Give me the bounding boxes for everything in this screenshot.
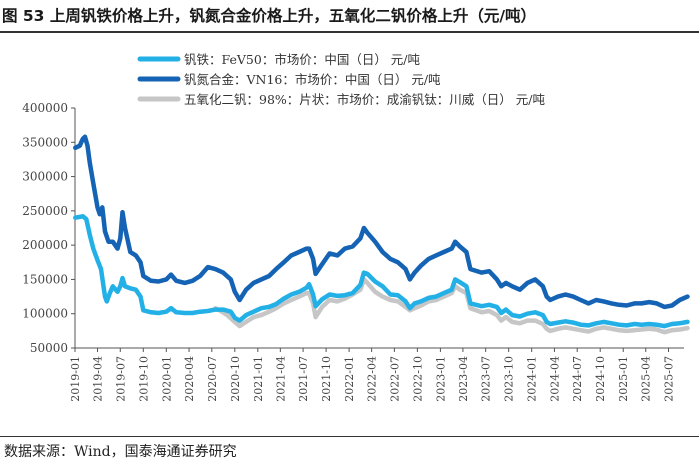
x-tick-label: 2024-04	[548, 356, 561, 402]
x-tick-label: 2024-07	[571, 356, 584, 402]
x-tick-label: 2024-10	[594, 356, 607, 402]
x-tick-label: 2020-07	[206, 356, 219, 402]
y-tick-label: 400000	[22, 101, 68, 115]
title-divider	[0, 31, 699, 33]
series-line-ferro_vanadium	[73, 214, 690, 329]
x-tick-label: 2022-07	[388, 356, 401, 402]
y-tick-label: 250000	[22, 204, 68, 218]
x-tick-label: 2022-10	[411, 356, 424, 402]
x-tick-label: 2022-01	[343, 356, 356, 402]
x-tick-label: 2023-01	[434, 356, 447, 402]
x-tick-label: 2021-10	[320, 356, 333, 402]
line-chart: 50000 100000 150000 200000 250000 300000 35000…	[22, 52, 690, 402]
x-tick-label: 2023-07	[480, 356, 493, 402]
x-tick-label: 2023-10	[503, 356, 516, 402]
series-line-v2o5	[213, 277, 690, 335]
x-tick-label: 2019-07	[114, 356, 127, 402]
x-tick-label: 2025-01	[617, 356, 630, 402]
x-tick-label: 2021-07	[297, 356, 310, 402]
y-tick-label: 350000	[22, 135, 68, 149]
y-tick-label: 200000	[22, 238, 68, 252]
source-note: 数据来源：Wind，国泰海通证券研究	[4, 444, 237, 460]
x-tick-label: 2019-10	[137, 356, 150, 402]
x-tick-label: 2020-01	[160, 356, 173, 402]
y-tick-label: 100000	[22, 307, 68, 321]
legend-label-v2o5: 五氧化二钒：98%：片状：市场价：成渝钒钛：川威（日） 元/吨	[184, 92, 545, 107]
x-tick-label: 2024-01	[526, 356, 539, 402]
page-title: 图 53 上周钒铁价格上升，钒氮合金价格上升，五氧化二钒价格上升（元/吨）	[2, 7, 537, 25]
y-tick-label: 300000	[22, 170, 68, 184]
x-tick-label: 2021-04	[274, 356, 287, 402]
x-tick-label: 2025-07	[662, 356, 675, 402]
legend-label-ferro_vanadium: 钒铁：FeV50：市场价：中国（日） 元/吨	[184, 52, 421, 67]
x-tick-label: 2025-04	[640, 356, 653, 402]
x-tick-label: 2020-04	[183, 356, 196, 402]
x-tick-label: 2019-01	[69, 356, 82, 402]
chart-axes: 50000 100000 150000 200000 250000 300000 35000…	[22, 101, 684, 402]
x-tick-label: 2022-04	[366, 356, 379, 402]
chart-series	[73, 134, 690, 335]
source-divider	[0, 436, 699, 437]
series-line-vanadium_nitrogen	[73, 134, 690, 310]
x-tick-label: 2023-04	[457, 356, 470, 402]
x-tick-label: 2021-01	[252, 356, 265, 402]
x-tick-label: 2020-10	[229, 356, 242, 402]
y-tick-label: 50000	[30, 341, 68, 355]
y-tick-label: 150000	[22, 272, 68, 286]
legend-label-vanadium_nitrogen: 钒氮合金：VN16：市场价：中国（日） 元/吨	[184, 72, 441, 87]
chart-legend: 钒铁：FeV50：市场价：中国（日） 元/吨钒氮合金：VN16：市场价：中国（日…	[137, 52, 545, 107]
x-tick-label: 2019-04	[92, 356, 105, 402]
